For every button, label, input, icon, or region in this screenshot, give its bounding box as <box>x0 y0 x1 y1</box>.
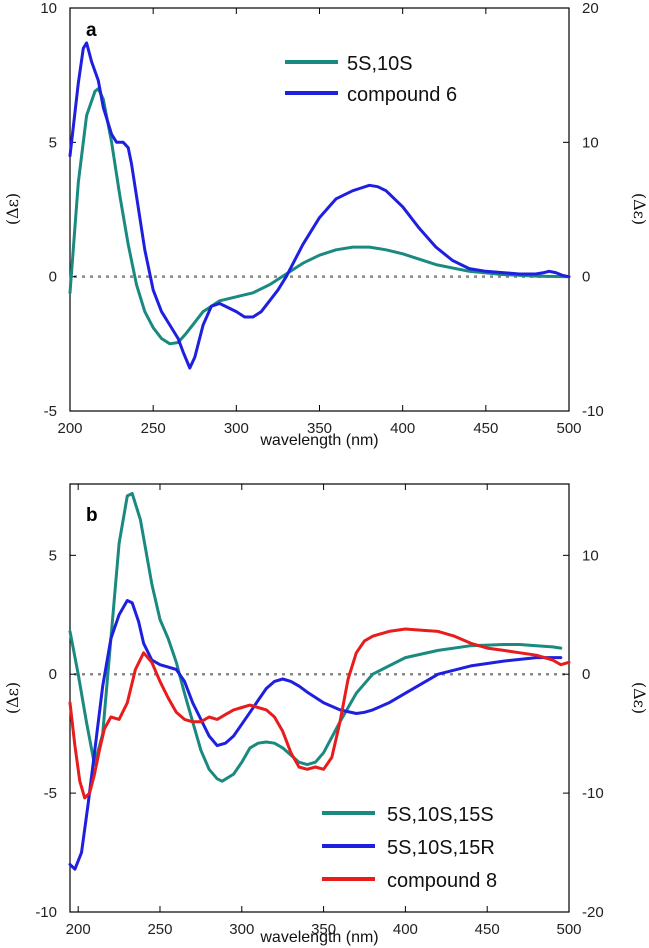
panel-a-series <box>68 41 571 370</box>
panel-a-legend-label-5s10s: 5S,10S <box>347 53 413 75</box>
panel-a-x-tick-label: 200 <box>57 420 82 437</box>
panel-a-x-tick-label: 350 <box>307 420 332 437</box>
panel-a-label: a <box>86 20 97 41</box>
panel-a-ticks: 200 250 300 350 400 450 500 -5 0 5 10 -10 0 10 20 <box>40 0 603 437</box>
panel-b-right-y-tick-label: -10 <box>582 785 604 802</box>
panel-a-right-y-axis-title: (Δε) <box>630 193 649 225</box>
panel-a-x-tick-label: 400 <box>390 420 415 437</box>
panel-b-left-y-tick-label: -10 <box>35 904 57 921</box>
panel-b-legend-label-5s10s15s: 5S,10S,15S <box>387 804 494 826</box>
panel-a-x-axis-title: wavelength (nm) <box>259 432 378 449</box>
panel-b-series-line-5s-10s-15r <box>68 599 563 871</box>
panel-a-x-tick-label: 250 <box>141 420 166 437</box>
panel-a-x-tick-label: 300 <box>224 420 249 437</box>
panel-a-x-tick-label: 500 <box>556 420 581 437</box>
panel-b-right-y-tick-label: 10 <box>582 547 599 564</box>
panel-b-series-line-compound-8 <box>68 627 571 800</box>
panel-b-left-y-tick-label: 0 <box>49 666 57 683</box>
panel-a-x-tick-label: 450 <box>473 420 498 437</box>
panel-b-left-y-tick-label: 5 <box>49 547 57 564</box>
panel-a-right-y-tick-label: 20 <box>582 0 599 17</box>
panel-b-ticks: 200 250 300 350 400 450 500 -10 -5 0 5 -20 -10 0 10 <box>35 484 604 938</box>
panel-b-x-tick-label: 400 <box>393 921 418 938</box>
panel-b-x-tick-label: 500 <box>556 921 581 938</box>
panel-b-right-y-axis-title: (Δε) <box>630 682 649 714</box>
panel-b-series <box>68 492 571 871</box>
panel-a-left-y-axis-title: (Δε) <box>3 193 22 225</box>
panel-b-series-line-5s-10s-15s <box>68 492 563 783</box>
panel-a-left-y-tick-label: 5 <box>49 134 57 151</box>
panel-a-right-y-tick-label: -10 <box>582 403 604 420</box>
panel-b-x-tick-label: 450 <box>475 921 500 938</box>
panel-b-legend: 5S,10S,15S 5S,10S,15R compound 8 <box>322 804 497 892</box>
panel-b-x-tick-label: 200 <box>66 921 91 938</box>
panel-b-legend-label-compound-8: compound 8 <box>387 870 497 892</box>
panel-a-legend-label-compound-6: compound 6 <box>347 84 457 106</box>
panel-a-left-y-tick-label: 10 <box>40 0 57 17</box>
panel-b-left-y-axis-title: (Δε) <box>3 682 22 714</box>
panel-b-x-tick-label: 350 <box>311 921 336 938</box>
panel-b-right-y-tick-label: 0 <box>582 666 590 683</box>
panel-b-right-y-tick-label: -20 <box>582 904 604 921</box>
panel-a-chart: 200 250 300 350 400 450 500 -5 0 5 10 -10 0 10 20 a wa… <box>3 0 649 449</box>
panel-a-right-y-tick-label: 0 <box>582 269 590 286</box>
panel-a-series-line-compound-6 <box>68 41 571 370</box>
panel-b-label: b <box>86 505 98 526</box>
panel-a-right-y-tick-label: 10 <box>582 134 599 151</box>
panel-a-left-y-tick-label: -5 <box>44 403 57 420</box>
panel-b-x-tick-label: 300 <box>229 921 254 938</box>
panel-a-plot-area <box>69 7 570 412</box>
panel-b-x-tick-label: 250 <box>147 921 172 938</box>
panel-b-legend-label-5s10s15r: 5S,10S,15R <box>387 837 495 859</box>
panel-b-plot-area <box>69 483 570 913</box>
panel-a-left-y-tick-label: 0 <box>49 269 57 286</box>
panel-a-legend: 5S,10S compound 6 <box>285 53 457 106</box>
panel-b-left-y-tick-label: -5 <box>44 785 57 802</box>
panel-b-x-axis-title: wavelength (nm) <box>259 929 378 946</box>
